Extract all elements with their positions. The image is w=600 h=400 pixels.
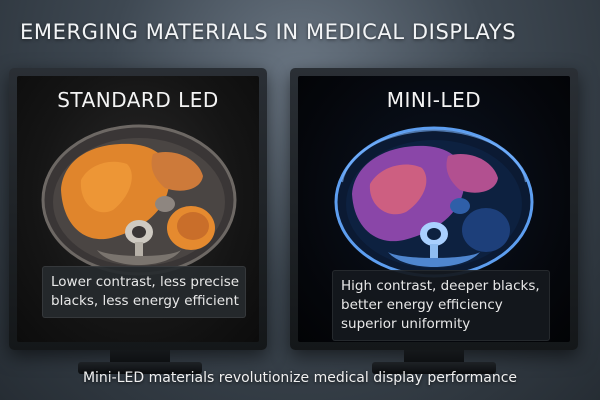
standard-led-screen: STANDARD LED Lower contrast, less precis…	[17, 76, 259, 342]
caption-line: better energy efficiency	[341, 297, 503, 313]
standard-led-monitor: STANDARD LED Lower contrast, less precis…	[9, 68, 267, 350]
mini-led-ct-scan	[334, 126, 534, 278]
standard-led-caption: Lower contrast, less precise blacks, les…	[42, 266, 246, 318]
standard-led-ct-scan	[41, 124, 237, 276]
mini-led-caption: High contrast, deeper blacks, better ene…	[332, 270, 550, 341]
standard-led-base	[78, 362, 202, 374]
mini-led-screen: MINI-LED High contrast, deeper blacks, b…	[298, 76, 570, 342]
mini-led-label: MINI-LED	[386, 88, 482, 112]
mini-led-monitor: MINI-LED High contrast, deeper blacks, b…	[290, 68, 578, 350]
page-title: EMERGING MATERIALS IN MEDICAL DISPLAYS	[20, 20, 517, 44]
caption-line: Lower contrast, less precise	[51, 274, 240, 290]
caption-line: superior uniformity	[341, 316, 471, 332]
standard-led-label: STANDARD LED	[57, 88, 219, 112]
footer-caption: Mini-LED materials revolutionize medical…	[82, 370, 518, 386]
caption-line: blacks, less energy efficient	[51, 293, 239, 309]
caption-line: High contrast, deeper blacks,	[341, 278, 540, 294]
mini-led-base	[372, 362, 496, 374]
